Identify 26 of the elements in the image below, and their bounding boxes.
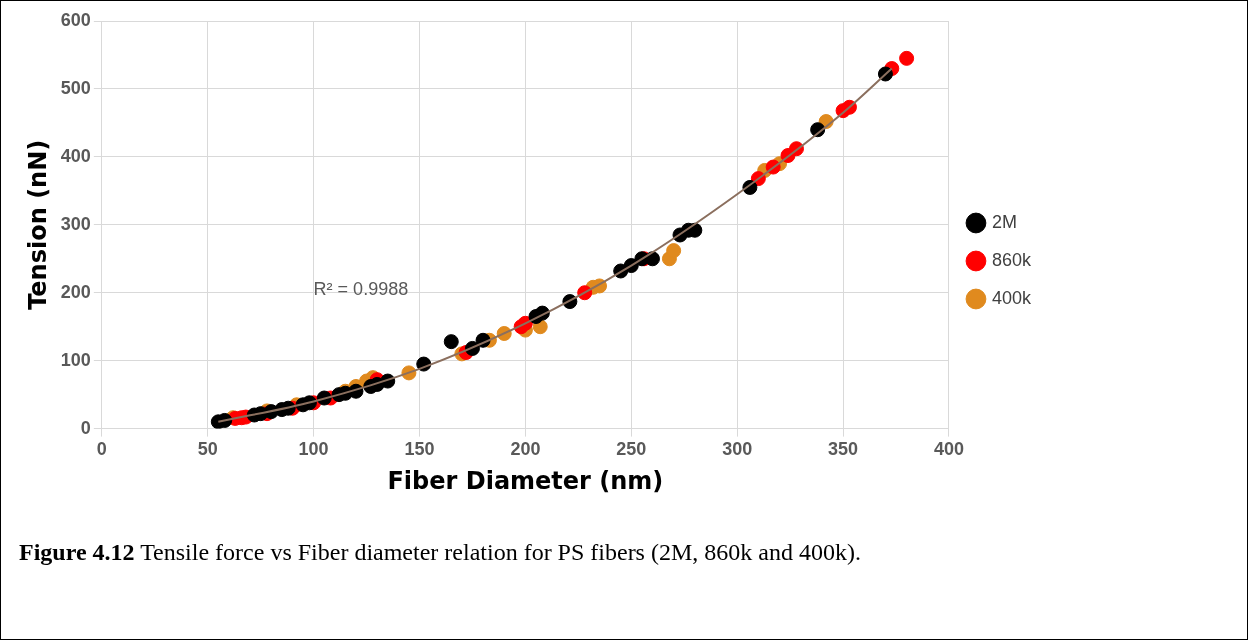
y-tick-label: 100 [60, 349, 91, 370]
legend-label: 400k [991, 287, 1032, 308]
x-tick-label: 300 [722, 439, 753, 460]
x-tick-label: 350 [828, 439, 859, 460]
annotation: R² = 0.9988 [313, 278, 409, 299]
y-axis-title: Tension (nN) [23, 139, 52, 310]
point [899, 50, 915, 66]
x-tick-label: 0 [96, 439, 107, 460]
x-tick-label: 50 [197, 439, 218, 460]
y-tick-label: 600 [60, 9, 91, 30]
point [443, 334, 459, 350]
y-tick-label: 500 [60, 77, 91, 98]
legend-label: 860k [991, 249, 1032, 270]
y-tick-label: 0 [80, 417, 91, 438]
caption: Figure 4.12 Tensile force vs Fiber diameter relation for PS fibers (2M, 860k and 400k). [19, 539, 862, 566]
x-tick-label: 100 [298, 439, 329, 460]
legend-label: 2M [991, 211, 1017, 232]
x-tick-label: 250 [616, 439, 647, 460]
x-tick-label: 400 [933, 439, 964, 460]
x-tick-label: 200 [510, 439, 541, 460]
x-axis-title: Fiber Diameter (nm) [387, 466, 664, 495]
point [666, 243, 682, 259]
y-tick-label: 300 [60, 213, 91, 234]
y-tick-label: 200 [60, 281, 91, 302]
x-tick-label: 150 [404, 439, 435, 460]
y-tick-label: 400 [60, 145, 91, 166]
